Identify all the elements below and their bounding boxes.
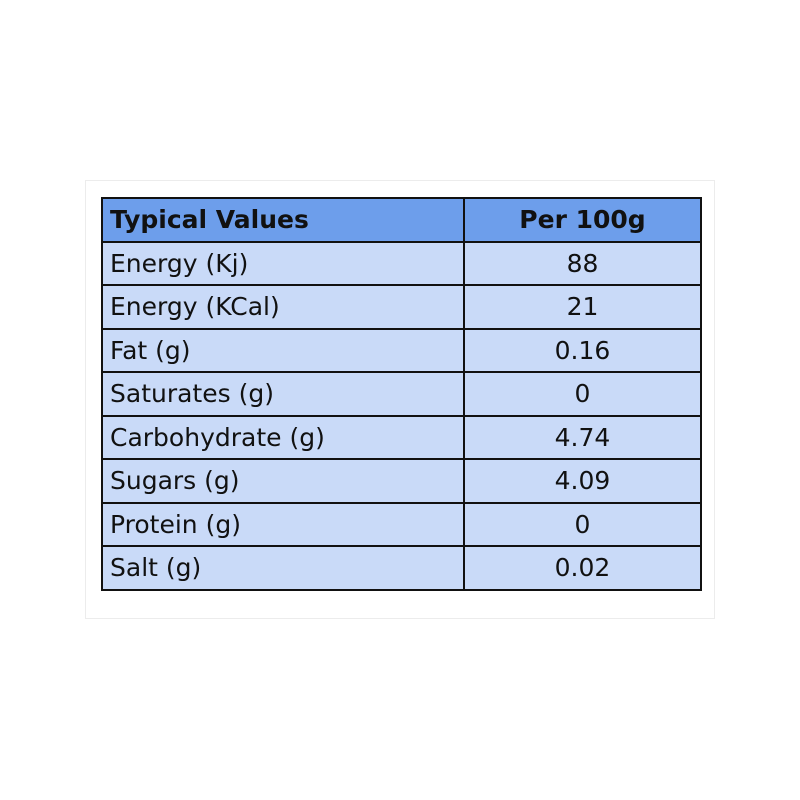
nutrient-name: Salt (g) — [101, 545, 465, 591]
nutrient-value: 21 — [463, 284, 702, 330]
nutrient-name: Protein (g) — [101, 501, 465, 547]
table-row: Energy (Kj) 88 — [101, 240, 702, 286]
nutrient-name: Energy (KCal) — [101, 284, 465, 330]
nutrient-value: 0.16 — [463, 327, 702, 373]
nutrient-name: Fat (g) — [101, 327, 465, 373]
table-row: Energy (KCal) 21 — [101, 284, 702, 330]
table-row: Fat (g) 0.16 — [101, 327, 702, 373]
nutrition-table: Typical Values Per 100g Energy (Kj) 88 Ene… — [101, 197, 702, 591]
table-row: Protein (g) 0 — [101, 501, 702, 547]
header-cell: Per 100g — [463, 197, 702, 243]
nutrient-name: Carbohydrate (g) — [101, 414, 465, 460]
nutrient-value: 0 — [463, 501, 702, 547]
table-header: Typical Values Per 100g — [101, 197, 702, 243]
nutrient-value: 88 — [463, 240, 702, 286]
nutrient-value: 4.09 — [463, 458, 702, 504]
nutrient-name: Energy (Kj) — [101, 240, 465, 286]
table-row: Sugars (g) 4.09 — [101, 458, 702, 504]
table-row: Saturates (g) 0 — [101, 371, 702, 417]
nutrient-name: Sugars (g) — [101, 458, 465, 504]
nutrient-value: 0.02 — [463, 545, 702, 591]
header-cell: Typical Values — [101, 197, 465, 243]
nutrient-name: Saturates (g) — [101, 371, 465, 417]
nutrient-value: 4.74 — [463, 414, 702, 460]
table-row: Carbohydrate (g) 4.74 — [101, 414, 702, 460]
table-row: Salt (g) 0.02 — [101, 545, 702, 591]
nutrient-value: 0 — [463, 371, 702, 417]
header-row: Typical Values Per 100g — [101, 197, 702, 243]
table-body: Energy (Kj) 88 Energy (KCal) 21 Fat (g) 0.16 S… — [101, 240, 702, 591]
